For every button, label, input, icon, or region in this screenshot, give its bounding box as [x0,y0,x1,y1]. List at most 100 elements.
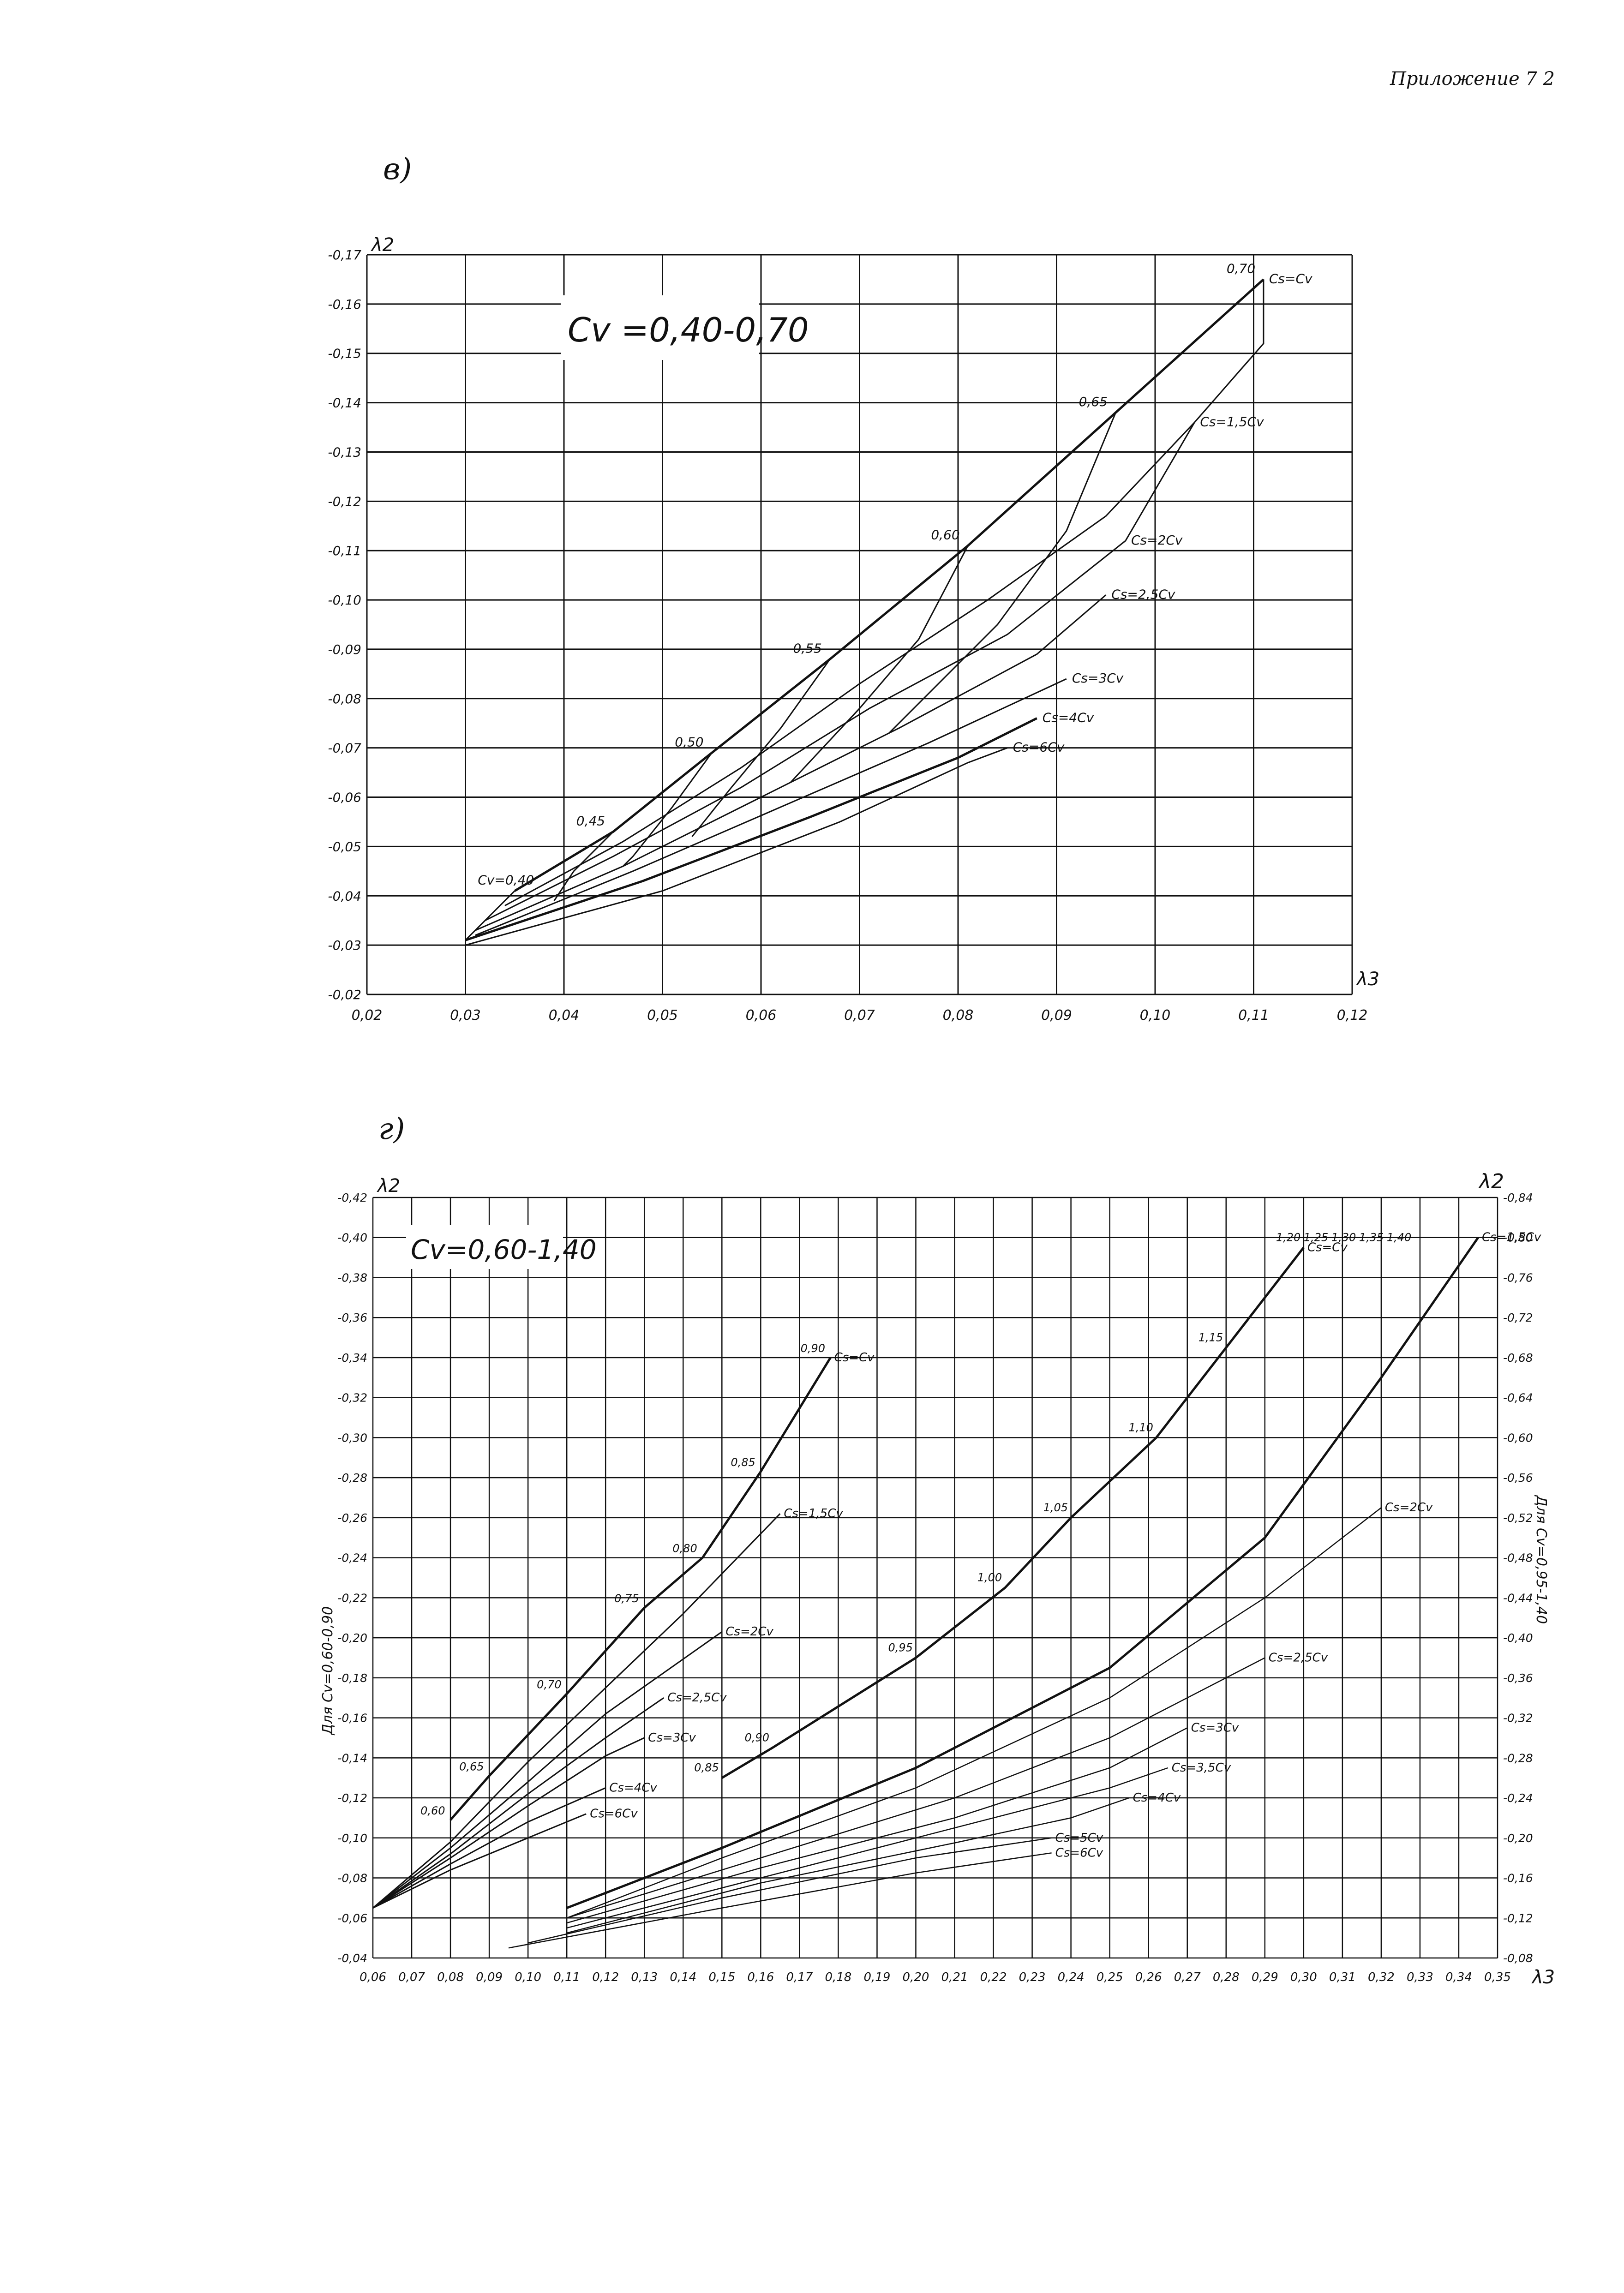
cv-label: 0,60 [931,527,959,543]
series-line [475,678,1067,936]
series-label-right: Cs=2Cv [1385,1501,1433,1515]
y-tick-label-right: -0,16 [1503,1872,1533,1885]
y-tick-label: -0,08 [328,691,361,706]
y-tick-label-right: -0,80 [1503,1231,1533,1245]
y-tick-label-left: -0,14 [337,1751,367,1765]
x-tick-label: 0,14 [670,1970,696,1984]
series-line-right [566,1797,1130,1934]
y-tick-label-left: -0,24 [337,1551,367,1565]
series-label-right: Cs=Cv [1307,1240,1348,1254]
cv-label-left: 0,80 [672,1542,697,1555]
cv-label-right: 1,25 [1304,1231,1328,1244]
x-axis-label: λ3 [1356,969,1379,990]
panel-label-g: г) [378,1112,405,1146]
series-label-right: Cs=3,5Cv [1172,1761,1231,1775]
series-line [465,747,1008,946]
series-label-left: Cs=2,5Cv [667,1691,727,1705]
cv-isoline [691,659,831,837]
cv-label-right: 0,95 [888,1641,912,1654]
y-axis-label: λ2 [371,234,394,256]
x-tick-label: 0,29 [1252,1970,1278,1984]
cv-label-right: 1,30 [1331,1231,1356,1244]
cv-label: 0,50 [675,734,703,749]
cv-label-right: 1,40 [1387,1231,1411,1244]
cv-isoline [888,412,1116,734]
x-tick-label: 0,30 [1290,1970,1317,1984]
y-tick-label-right: -0,44 [1503,1591,1533,1605]
series-line-left [372,1631,723,1909]
y-tick-label-left: -0,30 [337,1431,367,1444]
x-tick-label: 0,16 [747,1970,774,1984]
cv-label: 0,65 [1079,394,1108,409]
cv-label-right: 0,85 [694,1761,719,1774]
series-label-right: Cs=2,5Cv [1269,1651,1328,1664]
y-tick-label: -0,15 [328,346,361,361]
y-tick-label-right: -0,08 [1503,1952,1533,1965]
x-tick-label: 0,28 [1213,1970,1240,1984]
x-tick-label: 0,20 [903,1970,929,1984]
x-tick-label: 0,11 [553,1970,580,1984]
x-tick-label: 0,26 [1135,1970,1162,1984]
x-tick-label: 0,11 [1238,1007,1269,1024]
series-label-left: Cs=3Cv [648,1731,696,1745]
series-line [475,594,1107,931]
cv-isoline [1125,279,1264,541]
cv-label: 0,55 [793,641,821,656]
x-tick-label: 0,10 [1140,1007,1171,1024]
series-line-right [566,1767,1169,1929]
chart-v: 0,02 0,03 0,04 0,05 0,06 0,07 0,08 0,09 0,10 0,11… [328,234,1380,1024]
cv-label-right: 1,10 [1128,1421,1153,1434]
y-tick-label-left: -0,42 [337,1191,367,1204]
y-axis-label-left: λ2 [377,1175,400,1197]
y-tick-label-left: -0,32 [337,1391,367,1405]
series-line [465,717,1037,941]
y-tick-label: -0,10 [328,593,361,608]
x-tick-label: 0,03 [450,1007,481,1024]
y-tick-label-left: -0,04 [337,1952,367,1965]
x-tick-label: 0,02 [352,1007,383,1024]
x-tick-label: 0,08 [943,1007,974,1024]
series-label-right: Cs=3Cv [1191,1721,1239,1735]
cv-label: 0,45 [576,813,605,828]
cv-label-right: 1,05 [1043,1501,1068,1514]
series-label-right: Cs=5Cv [1055,1831,1103,1845]
x-tick-label: 0,13 [631,1970,658,1984]
cv-label: Cv=0,40 [478,873,534,888]
x-tick-label: 0,04 [549,1007,580,1024]
series-label: Cs=3Cv [1072,671,1124,686]
series-label: Cs=2,5Cv [1111,587,1175,602]
series-line-left [372,1787,606,1909]
x-tick-label: 0,07 [844,1007,875,1024]
x-axis-label: λ3 [1531,1967,1555,1988]
x-tick-label: 0,35 [1484,1970,1511,1984]
series-label-right: Cs=1,5Cv [1482,1231,1541,1245]
y-tick-label-right: -0,60 [1503,1431,1533,1444]
y-tick-label: -0,16 [328,297,361,312]
y-tick-label: -0,02 [328,987,361,1002]
right-axis-caption: Для Cv=0,95-1,40 [1533,1495,1549,1624]
x-tick-label: 0,12 [1337,1007,1368,1024]
y-tick-label-left: -0,12 [337,1791,367,1805]
series-label: Cs=4Cv [1043,710,1094,725]
series-line-left [372,1813,587,1909]
y-tick-label: -0,12 [328,494,361,509]
y-tick-label: -0,06 [328,790,361,805]
cv-isoline [623,752,713,867]
y-tick-label: -0,13 [328,444,361,460]
y-tick-label-left: -0,20 [337,1631,367,1645]
series-label-left: Cs=1,5Cv [784,1507,843,1521]
cv-label-left: 0,75 [614,1592,639,1605]
x-tick-label: 0,12 [592,1970,619,1984]
y-tick-label-right: -0,12 [1503,1911,1533,1925]
series-line-right [508,1852,1052,1949]
y-tick-label: -0,09 [328,642,361,657]
y-tick-label-right: -0,56 [1503,1471,1533,1485]
cv-label-right: 1,35 [1359,1231,1384,1244]
series-line [504,422,1195,906]
chart-title: Cv =0,40-0,70 [568,311,809,349]
y-tick-label-right: -0,68 [1503,1351,1533,1365]
cv-isoline [465,890,515,941]
y-tick-label: -0,04 [328,888,361,904]
series-line-left [372,1737,645,1909]
